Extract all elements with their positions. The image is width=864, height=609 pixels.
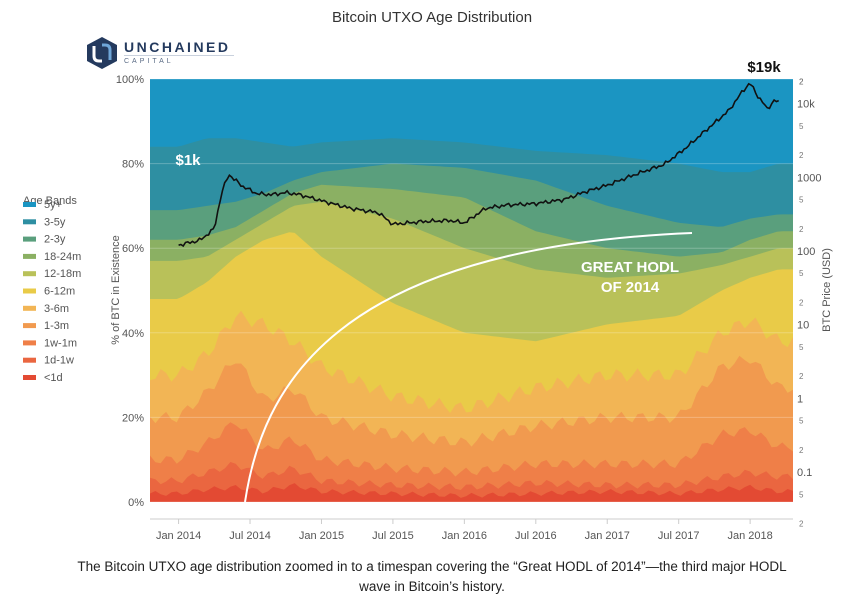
legend-label: <1d <box>44 372 63 384</box>
x-tick-label: Jul 2015 <box>372 530 414 542</box>
y-axis-label: % of BTC in Existence <box>110 235 122 344</box>
y2-minor-tick-label: 2 <box>799 372 804 381</box>
caption-line-1: The Bitcoin UTXO age distribution zoomed… <box>77 559 787 574</box>
y-tick-label: 0% <box>128 497 144 509</box>
annotations: $1k $19k GREAT HODL OF 2014 <box>175 59 781 296</box>
legend-swatch <box>23 357 36 363</box>
legend-swatch <box>23 236 36 242</box>
y2-axis-label: BTC Price (USD) <box>821 248 833 332</box>
annotation-label: GREAT HODL <box>581 259 679 276</box>
legend-swatch <box>23 271 36 277</box>
x-tick-label: Jan 2018 <box>728 530 773 542</box>
hodl-wave-arc <box>244 232 693 503</box>
logo-name: UNCHAINED <box>124 39 231 55</box>
legend-label: 3-5y <box>44 216 66 228</box>
y2-tick-label: 10 <box>797 320 809 332</box>
legend-swatch <box>23 219 36 225</box>
y2-tick-label: 0.1 <box>797 467 812 479</box>
y2-minor-tick-label: 2 <box>799 77 804 86</box>
annotation-label: OF 2014 <box>601 279 660 296</box>
y2-minor-tick-label: 2 <box>799 446 804 455</box>
x-tick-label: Jul 2017 <box>658 530 700 542</box>
legend-label: 1d-1w <box>44 355 74 367</box>
legend-label: 12-18m <box>44 268 81 280</box>
y2-minor-tick-label: 5 <box>799 343 804 352</box>
y2-minor-tick-label: 2 <box>799 151 804 160</box>
band-1d <box>150 483 793 502</box>
x-tick-label: Jul 2014 <box>229 530 271 542</box>
legend-swatch <box>23 305 36 311</box>
x-tick-label: Jan 2016 <box>442 530 487 542</box>
legend-label: 1w-1m <box>44 337 77 349</box>
annotation-label: $19k <box>747 59 781 76</box>
y-tick-label: 80% <box>122 159 144 171</box>
hodl-arc-path <box>244 232 693 503</box>
legend-label: 2-3y <box>44 234 66 246</box>
y-tick-label: 40% <box>122 328 144 340</box>
figure-caption: The Bitcoin UTXO age distribution zoomed… <box>40 557 824 597</box>
legend-swatch <box>23 375 36 380</box>
unchained-logo-icon <box>87 37 117 69</box>
annotation-label: $1k <box>175 152 201 169</box>
legend-swatch <box>23 253 36 259</box>
x-axis: Jan 2014 Jul 2014 Jan 2015 Jul 2015 Jan 2016… <box>150 518 793 542</box>
y-tick-label: 60% <box>122 243 144 255</box>
chart-title: Bitcoin UTXO Age Distribution <box>332 9 532 26</box>
y2-minor-tick-label: 5 <box>799 417 804 426</box>
y2-minor-tick-label: 2 <box>799 520 804 529</box>
x-tick-label: Jan 2014 <box>156 530 201 542</box>
area-bands <box>150 79 793 503</box>
price-path <box>178 82 780 248</box>
x-tick-label: Jan 2015 <box>299 530 344 542</box>
legend-label: 1-3m <box>44 320 69 332</box>
caption-line-2: wave in Bitcoin’s history. <box>359 579 505 594</box>
gridlines <box>150 78 793 503</box>
y2-minor-tick-label: 2 <box>799 299 804 308</box>
unchained-capital-logo: UNCHAINED CAPITAL <box>86 36 234 70</box>
y2-tick-label: 1 <box>797 393 803 405</box>
y2-minor-tick-label: 5 <box>799 490 804 499</box>
x-tick-label: Jan 2017 <box>585 530 630 542</box>
legend-label: 18-24m <box>44 251 81 263</box>
legend-swatch <box>23 288 36 294</box>
legend-swatch <box>23 202 36 207</box>
y2-minor-tick-label: 5 <box>799 122 804 131</box>
y2-minor-tick-label: 5 <box>799 195 804 204</box>
logo-sub: CAPITAL <box>124 55 234 66</box>
price-line <box>178 82 780 248</box>
y2-tick-label: 1000 <box>797 172 821 184</box>
x-tick-label: Jul 2016 <box>515 530 557 542</box>
legend-label: 6-12m <box>44 286 75 298</box>
y-tick-label: 20% <box>122 412 144 424</box>
y2-tick-label: 100 <box>797 246 815 258</box>
y-tick-label: 100% <box>116 74 144 86</box>
y2-minor-tick-label: 2 <box>799 77 804 86</box>
y2-tick-label: 10k <box>797 99 815 111</box>
legend-swatch <box>23 323 36 329</box>
legend-swatch <box>23 340 36 346</box>
legend-label: 5y+ <box>44 199 62 211</box>
y-axis-left: 0% 20% 40% 60% 80% 100% <box>116 74 144 509</box>
y2-minor-tick-label: 5 <box>799 269 804 278</box>
y2-minor-tick-label: 2 <box>799 225 804 234</box>
legend-title: Age Bands <box>23 195 77 207</box>
legend-label: 3-6m <box>44 303 69 315</box>
